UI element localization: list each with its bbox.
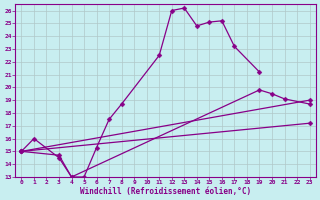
X-axis label: Windchill (Refroidissement éolien,°C): Windchill (Refroidissement éolien,°C) <box>80 187 251 196</box>
